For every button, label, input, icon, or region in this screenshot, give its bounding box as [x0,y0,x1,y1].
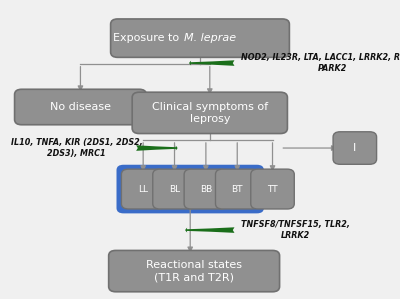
Text: TT: TT [267,184,278,193]
FancyBboxPatch shape [333,132,376,164]
Text: Reactional states
(T1R and T2R): Reactional states (T1R and T2R) [146,260,242,282]
Text: IL10, TNFA, KIR (2DS1, 2DS2,
2DS3), MRC1: IL10, TNFA, KIR (2DS1, 2DS2, 2DS3), MRC1 [11,138,142,158]
Text: LL: LL [138,184,148,193]
Text: I: I [353,143,356,153]
FancyBboxPatch shape [153,169,196,209]
Text: TNFSF8/TNFSF15, TLR2,
LRRK2: TNFSF8/TNFSF15, TLR2, LRRK2 [241,220,350,240]
Text: M. leprae: M. leprae [184,33,236,43]
Text: Exposure to: Exposure to [113,33,182,43]
Text: NOD2, IL23R, LTA, LACC1, LRRK2, RIPK2,
PARK2: NOD2, IL23R, LTA, LACC1, LRRK2, RIPK2, P… [241,53,400,73]
FancyBboxPatch shape [116,165,264,213]
Text: Clinical symptoms of
leprosy: Clinical symptoms of leprosy [152,102,268,124]
Text: No disease: No disease [50,102,111,112]
FancyBboxPatch shape [184,169,228,209]
FancyBboxPatch shape [14,89,146,125]
FancyBboxPatch shape [251,169,294,209]
Text: BB: BB [200,184,212,193]
FancyBboxPatch shape [109,251,280,292]
Text: BL: BL [169,184,180,193]
FancyBboxPatch shape [111,19,289,57]
FancyBboxPatch shape [216,169,259,209]
FancyBboxPatch shape [132,92,288,134]
FancyBboxPatch shape [122,169,165,209]
Text: BT: BT [232,184,243,193]
